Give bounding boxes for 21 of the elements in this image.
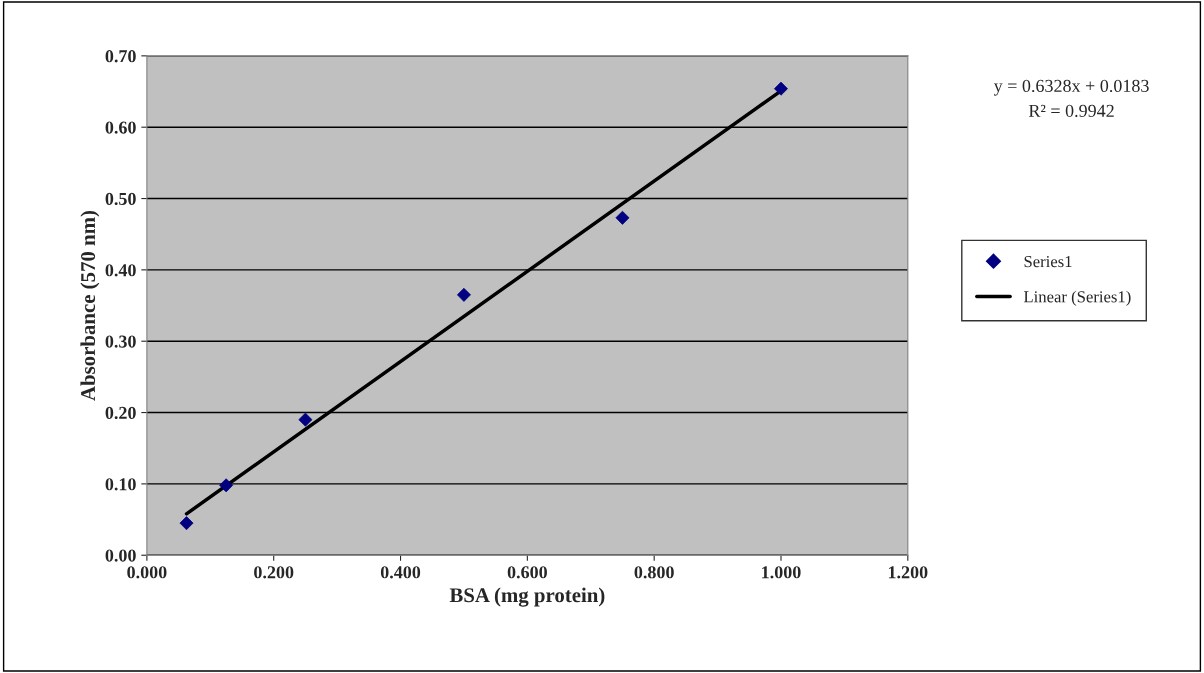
y-tick-label: 0.30 bbox=[105, 335, 136, 348]
x-tick-label: 1.200 bbox=[888, 566, 928, 579]
text: R² = 0.9942 bbox=[1028, 104, 1114, 117]
x-axis-title: BSA (mg protein) bbox=[449, 587, 605, 607]
legend-label: Series1 bbox=[1024, 255, 1072, 268]
x-tick-label: 1.000 bbox=[762, 566, 801, 579]
y-tick-label: 0.20 bbox=[105, 406, 136, 420]
text: y = 0.6328x + 0.0183 bbox=[993, 79, 1149, 96]
x-tick-label: 0.400 bbox=[380, 566, 421, 579]
x-tick-label: 0.600 bbox=[507, 566, 547, 579]
x-tick-label: 0.200 bbox=[254, 566, 294, 579]
y-tick-label: 0.10 bbox=[105, 478, 136, 491]
x-tick-label: 0.800 bbox=[634, 566, 674, 579]
y-axis-title: Absorbance (570 nm) bbox=[80, 210, 100, 401]
y-tick-label: 0.60 bbox=[105, 121, 136, 134]
legend-label: Linear (Series1) bbox=[1023, 290, 1131, 306]
y-tick-label: 0.70 bbox=[105, 50, 136, 63]
x-tick-label: 0.000 bbox=[127, 566, 167, 579]
y-tick-label: 0.00 bbox=[105, 549, 136, 562]
y-tick-label: 0.50 bbox=[105, 192, 136, 206]
y-tick-label: 0.40 bbox=[105, 264, 136, 277]
